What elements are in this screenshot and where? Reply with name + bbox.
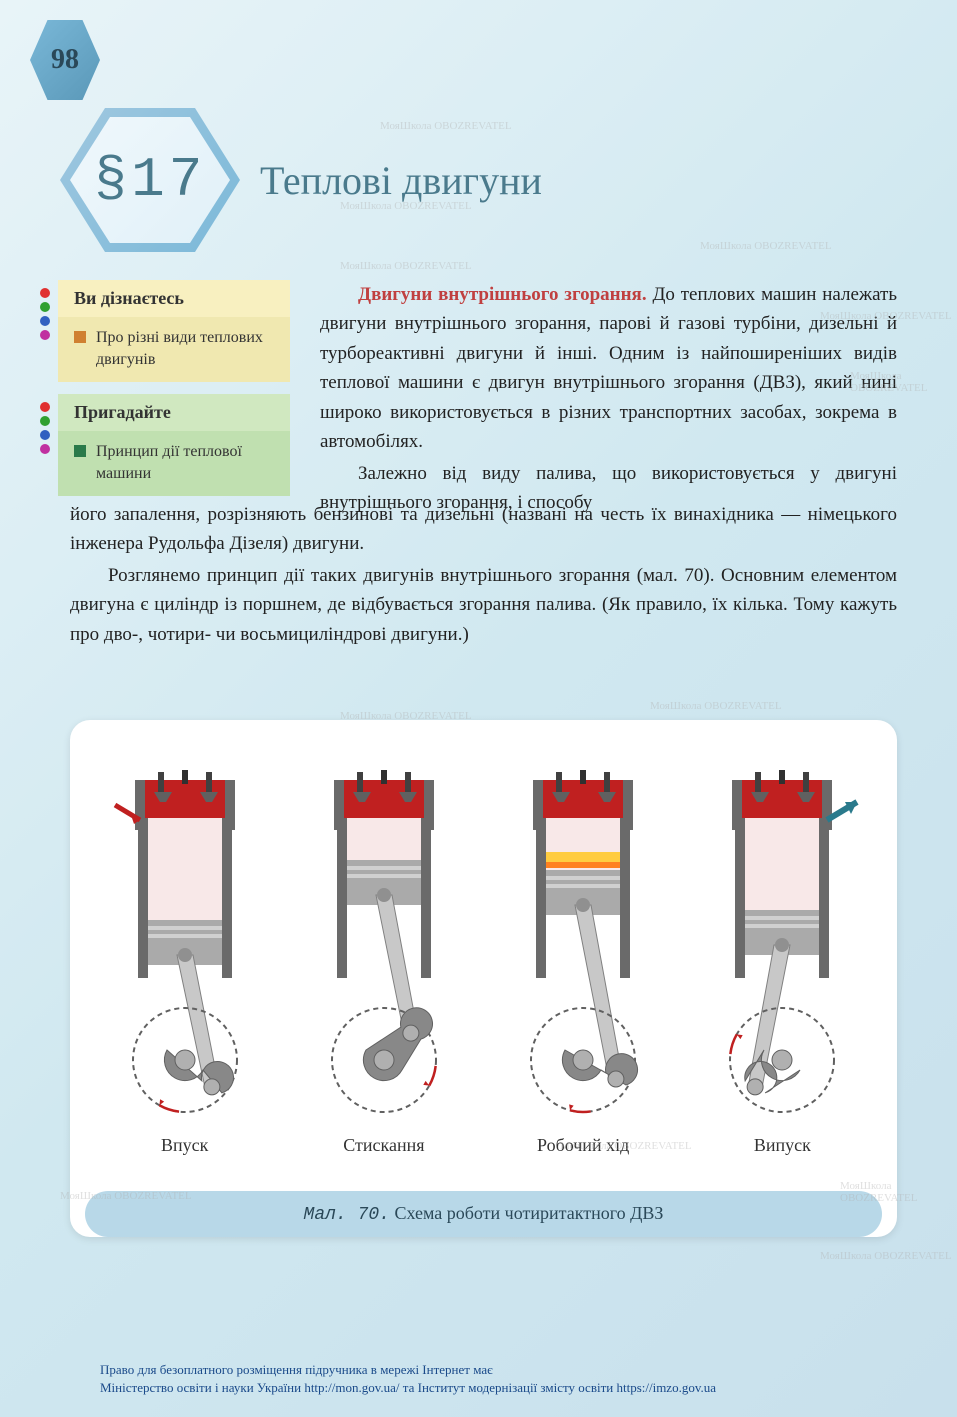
sidebar-box-header: Ви дізнаєтесь — [58, 280, 290, 317]
figure-70: Впуск Стискання Робочий хід Випуск Мал. 70.… — [70, 720, 897, 1237]
figure-caption-number: Мал. 70. — [304, 1205, 390, 1225]
bullet-icon — [74, 445, 86, 457]
dot-icon — [40, 416, 50, 426]
footer-line: Міністерство освіти і науки України http… — [100, 1379, 897, 1397]
sidebar-box-header: Пригадайте — [58, 394, 290, 431]
dot-icon — [40, 444, 50, 454]
watermark: МояШкола OBOZREVATEL — [650, 700, 782, 712]
watermark: МояШкола OBOZREVATEL — [700, 240, 832, 252]
dot-icon — [40, 430, 50, 440]
footer-line: Право для безоплатного розміщення підруч… — [100, 1361, 897, 1379]
engine-stage — [95, 770, 275, 1120]
paragraph-text: До теплових машин належать двигуни внутр… — [320, 284, 897, 452]
bullet-icon — [74, 331, 86, 343]
section-header: §17 Теплові двигуни — [60, 100, 542, 260]
section-hexagon: §17 — [60, 100, 240, 260]
figure-stage-label: Випуск — [692, 1135, 872, 1156]
sidebar-box-text: Про різні види теплових двигунів — [96, 327, 274, 372]
engine-stage-diagram — [697, 770, 867, 1120]
dot-icon — [40, 330, 50, 340]
engine-stage-diagram — [100, 770, 270, 1120]
section-title: Теплові двигуни — [260, 157, 542, 204]
figure-stage-label: Впуск — [95, 1135, 275, 1156]
figure-stage-label: Стискання — [294, 1135, 474, 1156]
figure-stage-label: Робочий хід — [493, 1135, 673, 1156]
engine-stage — [692, 770, 872, 1120]
figure-caption-text: Схема роботи чотиритактного ДВЗ — [390, 1203, 664, 1223]
figure-labels-row: Впуск Стискання Робочий хід Випуск — [85, 1135, 882, 1166]
dot-icon — [40, 302, 50, 312]
section-number: §17 — [94, 148, 207, 212]
page-number: 98 — [30, 20, 100, 100]
sidebar-box-recall: Пригадайте Принцип дії теплової машини — [40, 394, 290, 496]
dot-icon — [40, 288, 50, 298]
dot-icon — [40, 316, 50, 326]
color-dots — [40, 402, 50, 454]
dot-icon — [40, 402, 50, 412]
sidebar-box-text: Принцип дії теплової машини — [96, 441, 274, 486]
inline-heading: Двигуни внутрішнього згорання. — [358, 284, 647, 305]
engine-stage-diagram — [299, 770, 469, 1120]
watermark: МояШкола OBOZREVATEL — [820, 1250, 952, 1262]
engine-stage — [294, 770, 474, 1120]
color-dots — [40, 288, 50, 340]
sidebar-box-content: Про різні види теплових двигунів — [58, 317, 290, 382]
sidebar-box-learn: Ви дізнаєтесь Про різні види теплових дв… — [40, 280, 290, 382]
watermark: МояШкола OBOZREVATEL — [340, 260, 472, 272]
paragraph-text: Розглянемо принцип дії таких двигунів вн… — [70, 561, 897, 649]
sidebar-box-content: Принцип дії теплової машини — [58, 431, 290, 496]
sidebar: Ви дізнаєтесь Про різні види теплових дв… — [40, 280, 290, 508]
engine-stage-diagram — [498, 770, 668, 1120]
figure-diagram-row — [85, 740, 882, 1120]
figure-caption: Мал. 70. Схема роботи чотиритактного ДВЗ — [85, 1191, 882, 1237]
paragraph-text: його запалення, розрізняють бензинові та… — [70, 500, 897, 559]
body-text-narrow: Двигуни внутрішнього згорання. До теплов… — [320, 280, 897, 520]
body-text-full: його запалення, розрізняють бензинові та… — [70, 500, 897, 651]
footer: Право для безоплатного розміщення підруч… — [100, 1361, 897, 1397]
engine-stage — [493, 770, 673, 1120]
